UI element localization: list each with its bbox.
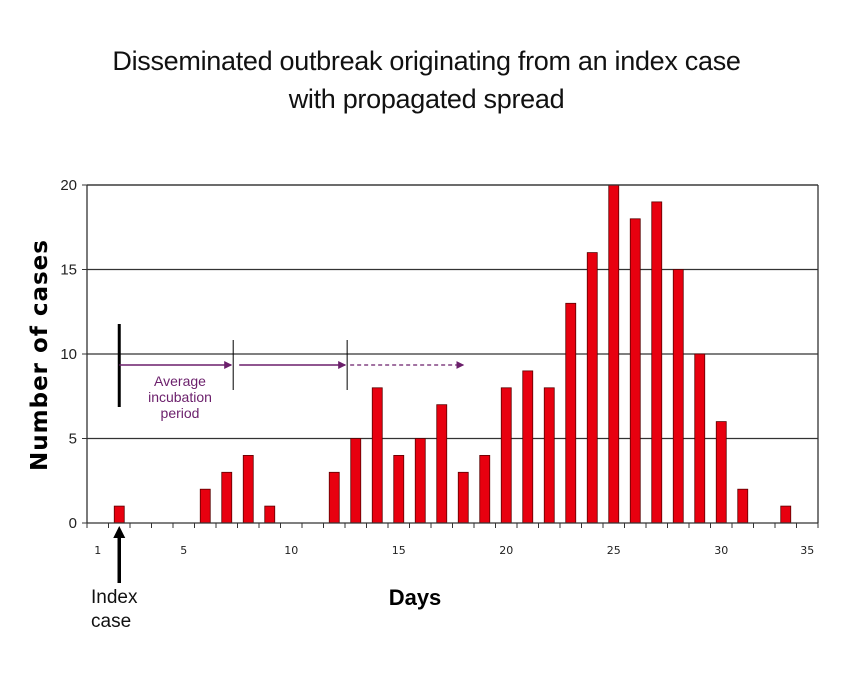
bar-day-31 [737, 488, 749, 524]
index-case-line-2: case [91, 611, 132, 632]
up-arrow-icon [113, 526, 126, 538]
incubation-line-1: Average [154, 373, 206, 389]
chart-title-line-1: Disseminated outbreak originating from a… [112, 46, 741, 76]
y-tick-label: 15 [60, 262, 77, 279]
bar-day-16 [414, 438, 426, 524]
bar-day-13 [350, 438, 362, 524]
bar-day-7 [221, 471, 233, 524]
bar-day-22 [543, 387, 555, 524]
bar-day-27 [651, 201, 663, 524]
incubation-line-3: period [160, 405, 200, 421]
x-tick-label: 5 [180, 544, 187, 557]
bar-day-6 [199, 488, 211, 524]
y-axis-label: Number of cases [27, 239, 53, 471]
bar-day-21 [522, 370, 534, 524]
bar-day-24 [586, 252, 598, 524]
y-tick-label: 20 [60, 177, 77, 194]
x-tick-label: 35 [800, 544, 814, 557]
bar-day-26 [629, 218, 641, 524]
bar-day-20 [500, 387, 512, 524]
bar-day-18 [457, 471, 469, 524]
bar-day-28 [672, 269, 684, 524]
incubation-period-label: Average incubation period [138, 373, 222, 423]
annotations [113, 324, 465, 583]
bar-day-33 [780, 505, 792, 524]
bar-day-25 [608, 184, 620, 524]
chart-title: Disseminated outbreak originating from a… [0, 42, 853, 118]
x-tick-label: 15 [392, 544, 406, 557]
bar-day-15 [393, 454, 405, 524]
bar-day-23 [565, 302, 577, 524]
x-tick-label: 25 [607, 544, 621, 557]
x-axis-ticks: 1 5 10 15 20 25 30 35 [86, 523, 819, 557]
x-axis-label: Days [388, 585, 442, 610]
bar-day-12 [328, 471, 340, 524]
y-tick-label: 5 [69, 431, 77, 448]
bar-day-9 [264, 505, 276, 524]
index-case-label: Index case [91, 586, 137, 634]
x-tick-label: 20 [499, 544, 513, 557]
bar-day-19 [479, 454, 491, 524]
bar-day-8 [242, 454, 254, 524]
x-tick-label: 1 [94, 544, 101, 557]
chart-title-line-2: with propagated spread [288, 84, 565, 114]
x-tick-label: 30 [714, 544, 728, 557]
x-tick-label: 10 [284, 544, 298, 557]
incubation-line-2: incubation [148, 389, 212, 405]
y-tick-label: 10 [60, 346, 77, 363]
bar-day-17 [436, 404, 448, 524]
y-tick-label: 0 [69, 515, 77, 532]
bar-day-30 [715, 421, 727, 524]
bars [113, 184, 792, 524]
bar-day-14 [371, 387, 383, 524]
bar-day-2 [113, 505, 125, 524]
y-axis-ticks: 0 5 10 15 20 [60, 177, 87, 532]
index-case-line-1: Index [91, 587, 138, 608]
bar-day-29 [694, 353, 706, 524]
